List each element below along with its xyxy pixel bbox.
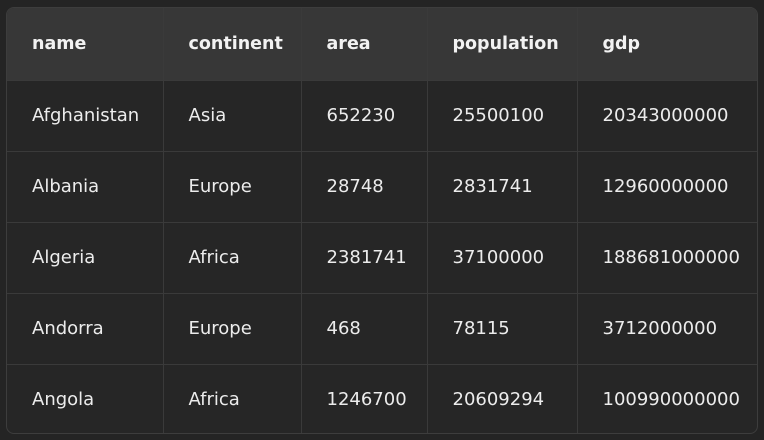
cell-continent: Africa	[163, 364, 302, 433]
data-table: name continent area population gdp Afgha…	[7, 8, 757, 433]
table-header-row: name continent area population gdp	[7, 8, 757, 81]
cell-population: 37100000	[427, 222, 578, 294]
column-header-gdp: gdp	[577, 8, 757, 81]
cell-area: 2381741	[301, 222, 428, 294]
cell-name: Algeria	[7, 222, 164, 294]
table-row: Algeria Africa 2381741 37100000 18868100…	[7, 222, 757, 294]
data-table-container: name continent area population gdp Afgha…	[6, 7, 758, 434]
cell-area: 1246700	[301, 364, 428, 433]
cell-name: Afghanistan	[7, 80, 164, 152]
table-row: Angola Africa 1246700 20609294 100990000…	[7, 364, 757, 433]
cell-population: 78115	[427, 293, 578, 365]
cell-gdp: 100990000000	[602, 389, 740, 411]
cell-gdp: 20343000000	[577, 80, 757, 152]
cell-name: Angola	[7, 364, 164, 433]
column-header-continent: continent	[163, 8, 302, 81]
cell-continent: Europe	[163, 151, 302, 223]
cell-gdp: 12960000000	[577, 151, 757, 223]
cell-area: 468	[301, 293, 428, 365]
cell-gdp: 188681000000	[577, 222, 757, 294]
column-header-name: name	[7, 8, 164, 81]
cell-name: Albania	[7, 151, 164, 223]
cell-population: 25500100	[427, 80, 578, 152]
cell-area: 652230	[301, 80, 428, 152]
cell-area: 28748	[301, 151, 428, 223]
cell-continent: Asia	[163, 80, 302, 152]
table-row: Andorra Europe 468 78115 3712000000	[7, 293, 757, 365]
cell-continent: Europe	[163, 293, 302, 365]
cell-name: Andorra	[7, 293, 164, 365]
column-header-area: area	[301, 8, 428, 81]
cell-population: 2831741	[427, 151, 578, 223]
table-row: Afghanistan Asia 652230 25500100 2034300…	[7, 80, 757, 152]
cell-continent: Africa	[163, 222, 302, 294]
table-row: Albania Europe 28748 2831741 12960000000	[7, 151, 757, 223]
cell-population: 20609294	[427, 364, 578, 433]
cell-gdp: 3712000000	[577, 293, 757, 365]
column-header-population: population	[427, 8, 578, 81]
